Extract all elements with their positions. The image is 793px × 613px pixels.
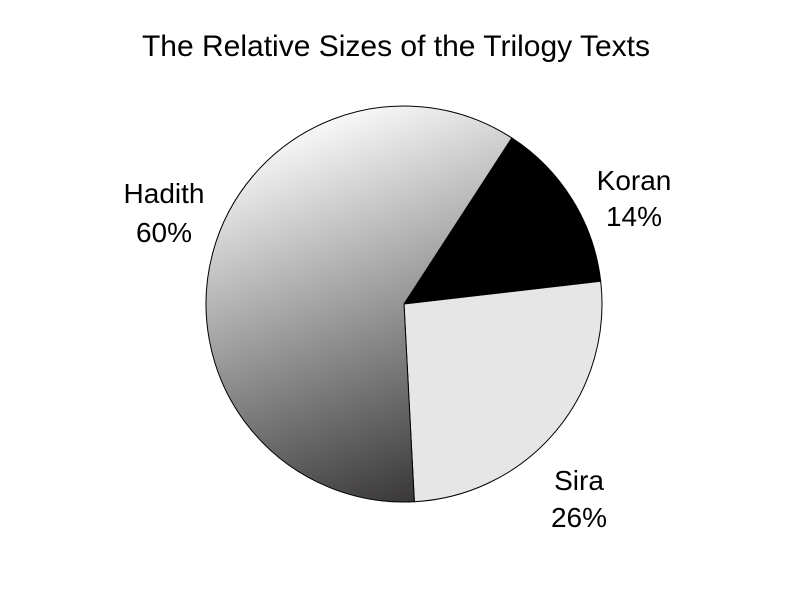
pie-labels: Koran 14% Sira 26% Hadith 60% [124, 165, 672, 533]
slice-percent-hadith: 60% [136, 217, 192, 248]
pie-slice-hadith [205, 105, 513, 503]
slice-percent-sira: 26% [551, 502, 607, 533]
slice-percent-koran: 14% [606, 201, 662, 232]
slice-label-hadith: Hadith [124, 178, 205, 209]
slice-label-sira: Sira [554, 465, 604, 496]
pie-slice-koran [403, 137, 602, 305]
pie-slice-sira [403, 280, 603, 503]
slice-label-koran: Koran [597, 165, 672, 196]
chart-title: The Relative Sizes of the Trilogy Texts [142, 30, 650, 63]
pie-slices [205, 105, 603, 503]
